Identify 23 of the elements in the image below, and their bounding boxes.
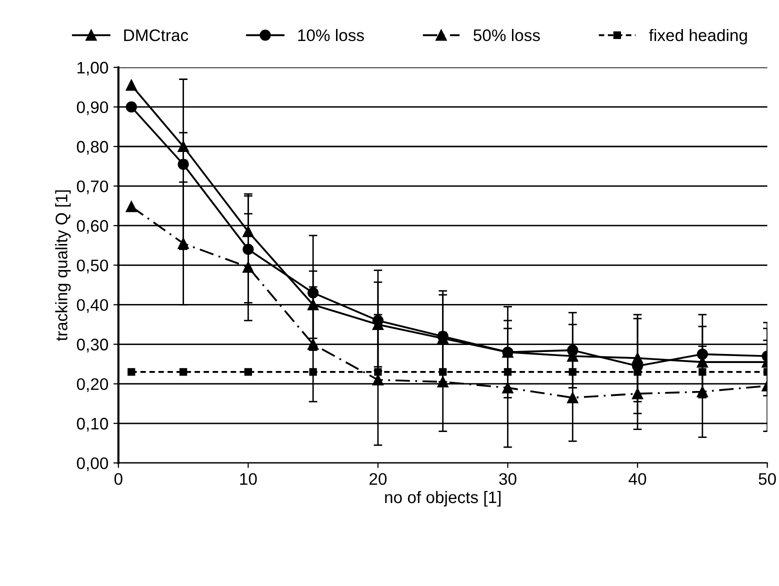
- x-tick-label: 50: [758, 473, 776, 485]
- y-tick-label: 0,90: [76, 101, 108, 116]
- y-tick-label: 0,50: [76, 260, 108, 274]
- y-tick-label: 0,70: [76, 180, 108, 194]
- y-tick-label: 0,80: [76, 140, 108, 155]
- y-tick-label: 0,10: [76, 418, 108, 432]
- x-tick-label: 0: [114, 473, 122, 485]
- y-axis-title: tracking quality Q [1]: [55, 190, 71, 341]
- legend-label: 10% loss: [298, 28, 364, 42]
- legend-label: 50% loss: [474, 28, 540, 42]
- x-tick-label: 40: [628, 473, 646, 485]
- y-tick-label: 0,40: [76, 299, 108, 313]
- y-tick-label: 0,00: [76, 457, 108, 472]
- y-tick-label: 0,60: [76, 220, 108, 234]
- x-axis-title: no of objects [1]: [385, 490, 501, 507]
- y-tick-label: 0,30: [76, 338, 108, 352]
- legend-label: DMCtrac: [124, 29, 188, 42]
- legend-label: fixed heading: [649, 28, 747, 44]
- x-tick-label: 20: [370, 473, 387, 485]
- x-tick-label: 30: [499, 473, 516, 485]
- y-tick-label: 1,00: [78, 62, 108, 76]
- y-tick-label: 0,20: [76, 378, 108, 392]
- x-tick-label: 10: [240, 473, 257, 485]
